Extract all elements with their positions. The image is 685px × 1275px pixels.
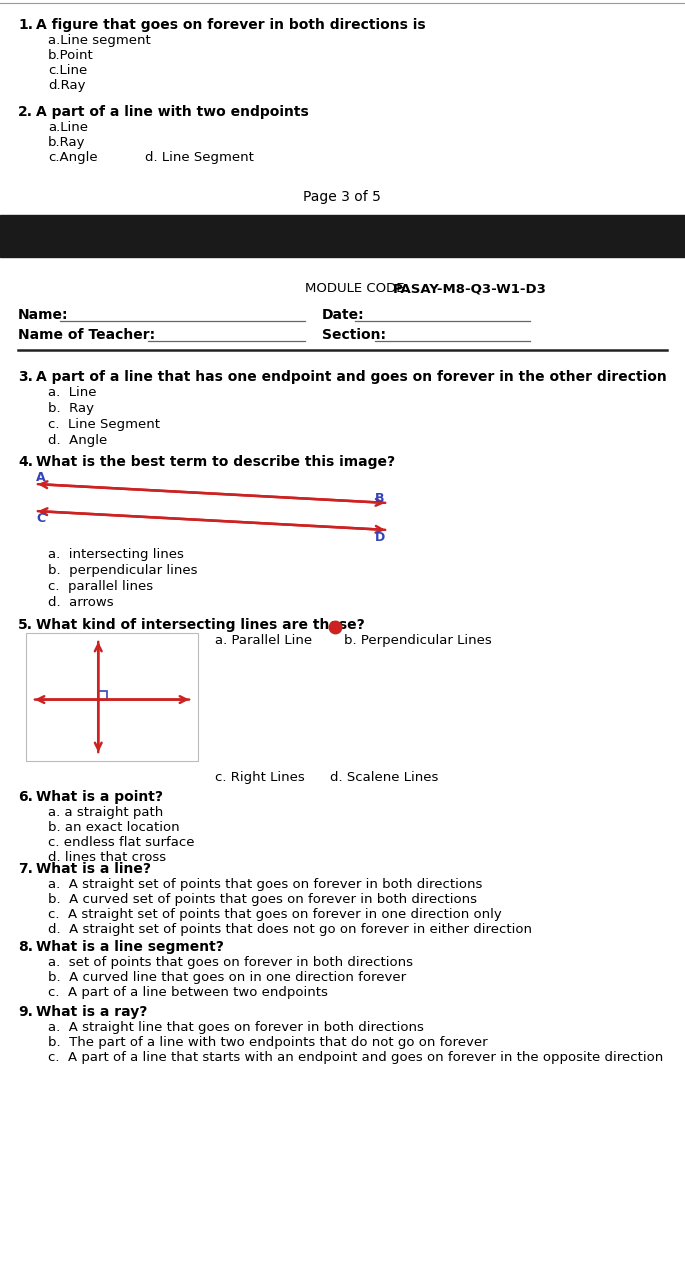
Text: MODULE CODE:: MODULE CODE: xyxy=(305,282,413,295)
Text: d.Ray: d.Ray xyxy=(48,79,86,92)
Text: What is a line segment?: What is a line segment? xyxy=(36,940,224,954)
Text: a.Line: a.Line xyxy=(48,121,88,134)
Text: d.  arrows: d. arrows xyxy=(48,595,114,609)
Text: b.Point: b.Point xyxy=(48,48,94,62)
Text: b.  perpendicular lines: b. perpendicular lines xyxy=(48,564,197,578)
Text: What is a ray?: What is a ray? xyxy=(36,1005,147,1019)
Text: D: D xyxy=(375,530,385,544)
Text: c.Angle: c.Angle xyxy=(48,150,98,164)
Text: PASAY-M8-Q3-W1-D3: PASAY-M8-Q3-W1-D3 xyxy=(393,282,547,295)
Text: a.  set of points that goes on forever in both directions: a. set of points that goes on forever in… xyxy=(48,956,413,969)
Text: d. Scalene Lines: d. Scalene Lines xyxy=(330,771,438,784)
Text: 1.: 1. xyxy=(18,18,33,32)
Text: 9.: 9. xyxy=(18,1005,33,1019)
Text: What kind of intersecting lines are these?: What kind of intersecting lines are thes… xyxy=(36,618,364,632)
Text: a. a straight path: a. a straight path xyxy=(48,806,163,819)
Text: A: A xyxy=(36,470,46,484)
Bar xyxy=(98,691,108,700)
Text: Name:: Name: xyxy=(18,309,68,323)
Text: b. Perpendicular Lines: b. Perpendicular Lines xyxy=(344,634,492,646)
Text: What is the best term to describe this image?: What is the best term to describe this i… xyxy=(36,455,395,469)
Text: a. Parallel Line: a. Parallel Line xyxy=(215,634,312,646)
Text: b.  The part of a line with two endpoints that do not go on forever: b. The part of a line with two endpoints… xyxy=(48,1037,488,1049)
Text: a.  Line: a. Line xyxy=(48,386,97,399)
Text: 5.: 5. xyxy=(18,618,33,632)
Text: c.  A part of a line between two endpoints: c. A part of a line between two endpoint… xyxy=(48,986,328,1000)
Text: c. endless flat surface: c. endless flat surface xyxy=(48,836,195,849)
Text: c.Line: c.Line xyxy=(48,64,87,76)
Text: A figure that goes on forever in both directions is: A figure that goes on forever in both di… xyxy=(36,18,425,32)
Text: 3.: 3. xyxy=(18,370,33,384)
Text: C: C xyxy=(36,513,45,525)
Text: a.Line segment: a.Line segment xyxy=(48,34,151,47)
Text: 2.: 2. xyxy=(18,105,33,119)
Text: Section:: Section: xyxy=(322,328,386,342)
Text: d. lines that cross: d. lines that cross xyxy=(48,850,166,864)
Text: c.  parallel lines: c. parallel lines xyxy=(48,580,153,593)
Text: 7.: 7. xyxy=(18,862,33,876)
Text: A part of a line with two endpoints: A part of a line with two endpoints xyxy=(36,105,309,119)
Text: b. an exact location: b. an exact location xyxy=(48,821,179,834)
Text: B: B xyxy=(375,492,384,505)
Text: 8.: 8. xyxy=(18,940,33,954)
Text: c. Right Lines: c. Right Lines xyxy=(215,771,305,784)
Text: a.  intersecting lines: a. intersecting lines xyxy=(48,548,184,561)
Text: What is a point?: What is a point? xyxy=(36,790,163,805)
Text: b.  Ray: b. Ray xyxy=(48,402,94,414)
Text: Date:: Date: xyxy=(322,309,364,323)
Text: c.  A part of a line that starts with an endpoint and goes on forever in the opp: c. A part of a line that starts with an … xyxy=(48,1051,663,1065)
Text: c.  Line Segment: c. Line Segment xyxy=(48,418,160,431)
Text: a.  A straight set of points that goes on forever in both directions: a. A straight set of points that goes on… xyxy=(48,878,482,891)
Text: d.  Angle: d. Angle xyxy=(48,434,108,448)
Text: Name of Teacher:: Name of Teacher: xyxy=(18,328,155,342)
Text: b.  A curved set of points that goes on forever in both directions: b. A curved set of points that goes on f… xyxy=(48,892,477,907)
Text: What is a line?: What is a line? xyxy=(36,862,151,876)
Bar xyxy=(0,215,685,258)
Text: b.Ray: b.Ray xyxy=(48,136,86,149)
Text: Page 3 of 5: Page 3 of 5 xyxy=(303,190,381,204)
Text: 6.: 6. xyxy=(18,790,33,805)
Text: a.  A straight line that goes on forever in both directions: a. A straight line that goes on forever … xyxy=(48,1021,424,1034)
Text: b.  A curved line that goes on in one direction forever: b. A curved line that goes on in one dir… xyxy=(48,972,406,984)
Bar xyxy=(26,632,198,761)
Text: 4.: 4. xyxy=(18,455,33,469)
Text: c.  A straight set of points that goes on forever in one direction only: c. A straight set of points that goes on… xyxy=(48,908,501,921)
Text: d. Line Segment: d. Line Segment xyxy=(145,150,254,164)
Text: A part of a line that has one endpoint and goes on forever in the other directio: A part of a line that has one endpoint a… xyxy=(36,370,667,384)
Text: d.  A straight set of points that does not go on forever in either direction: d. A straight set of points that does no… xyxy=(48,923,532,936)
